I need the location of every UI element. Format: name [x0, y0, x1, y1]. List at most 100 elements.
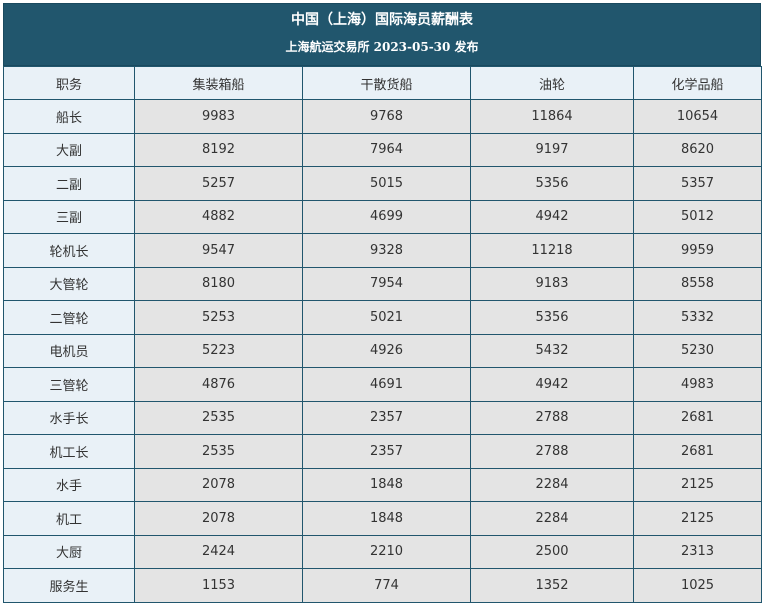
salary-cell: 1153 [134, 568, 303, 603]
salary-cell: 4699 [302, 199, 471, 234]
table-row: 二副 5257 5015 5356 5357 [3, 166, 762, 201]
salary-cell: 2357 [302, 434, 471, 469]
salary-cell: 1025 [633, 568, 762, 603]
salary-cell: 9547 [134, 233, 303, 268]
salary-cell: 10654 [633, 99, 762, 134]
salary-cell: 5356 [470, 300, 634, 335]
salary-cell: 7964 [302, 132, 471, 167]
salary-cell: 2210 [302, 534, 471, 569]
salary-cell: 11218 [470, 233, 634, 268]
column-header-role: 职务 [3, 66, 135, 100]
salary-cell: 11864 [470, 99, 634, 134]
role-cell: 船长 [3, 99, 135, 134]
salary-cell: 2125 [633, 467, 762, 502]
salary-cell: 2788 [470, 400, 634, 435]
salary-cell: 2078 [134, 467, 303, 502]
salary-cell: 9183 [470, 266, 634, 301]
salary-cell: 5021 [302, 300, 471, 335]
salary-cell: 5432 [470, 333, 634, 368]
salary-cell: 1848 [302, 501, 471, 536]
table-row: 大副 8192 7964 9197 8620 [3, 132, 762, 167]
table-row: 电机员 5223 4926 5432 5230 [3, 333, 762, 368]
role-cell: 机工 [3, 501, 135, 536]
table-row: 船长 9983 9768 11864 10654 [3, 99, 762, 134]
salary-cell: 5012 [633, 199, 762, 234]
salary-cell: 774 [302, 568, 471, 603]
salary-cell: 5253 [134, 300, 303, 335]
salary-cell: 5015 [302, 166, 471, 201]
salary-cell: 2357 [302, 400, 471, 435]
role-cell: 轮机长 [3, 233, 135, 268]
role-cell: 机工长 [3, 434, 135, 469]
role-cell: 大管轮 [3, 266, 135, 301]
salary-cell: 9959 [633, 233, 762, 268]
role-cell: 电机员 [3, 333, 135, 368]
salary-cell: 4942 [470, 199, 634, 234]
role-cell: 服务生 [3, 568, 135, 603]
role-cell: 大副 [3, 132, 135, 167]
column-header-chemical-tanker: 化学品船 [633, 66, 762, 100]
salary-cell: 2535 [134, 434, 303, 469]
salary-cell: 2284 [470, 501, 634, 536]
salary-cell: 1352 [470, 568, 634, 603]
table-row: 二管轮 5253 5021 5356 5332 [3, 300, 762, 335]
salary-cell: 2681 [633, 400, 762, 435]
salary-cell: 8620 [633, 132, 762, 167]
column-header-bulk-carrier: 干散货船 [302, 66, 471, 100]
role-cell: 水手 [3, 467, 135, 502]
salary-cell: 4926 [302, 333, 471, 368]
column-header-container-ship: 集装箱船 [134, 66, 303, 100]
role-cell: 三副 [3, 199, 135, 234]
table-title: 中国（上海）国际海员薪酬表 [291, 12, 473, 28]
role-cell: 三管轮 [3, 367, 135, 402]
salary-cell: 2284 [470, 467, 634, 502]
salary-cell: 4942 [470, 367, 634, 402]
salary-table: 职务 集装箱船 干散货船 油轮 化学品船 船长 9983 9768 11864 1065… [3, 66, 762, 603]
salary-cell: 2078 [134, 501, 303, 536]
role-cell: 大厨 [3, 534, 135, 569]
salary-cell: 8192 [134, 132, 303, 167]
salary-cell: 8180 [134, 266, 303, 301]
salary-cell: 9197 [470, 132, 634, 167]
salary-cell: 5357 [633, 166, 762, 201]
table-row: 三副 4882 4699 4942 5012 [3, 199, 762, 234]
salary-cell: 1848 [302, 467, 471, 502]
salary-cell: 9768 [302, 99, 471, 134]
salary-cell: 2500 [470, 534, 634, 569]
salary-cell: 7954 [302, 266, 471, 301]
table-row: 水手 2078 1848 2284 2125 [3, 467, 762, 502]
role-cell: 二管轮 [3, 300, 135, 335]
salary-cell: 8558 [633, 266, 762, 301]
header-row: 职务 集装箱船 干散货船 油轮 化学品船 [3, 66, 762, 100]
salary-cell: 5230 [633, 333, 762, 368]
table-subtitle: 上海航运交易所 2023-05-30 发布 [285, 40, 479, 54]
salary-cell: 4983 [633, 367, 762, 402]
table-row: 服务生 1153 774 1352 1025 [3, 568, 762, 603]
table-row: 大管轮 8180 7954 9183 8558 [3, 266, 762, 301]
salary-cell: 2424 [134, 534, 303, 569]
salary-cell: 9328 [302, 233, 471, 268]
salary-cell: 5223 [134, 333, 303, 368]
salary-table-container: 中国（上海）国际海员薪酬表 上海航运交易所 2023-05-30 发布 职务 集… [3, 3, 762, 603]
salary-cell: 2125 [633, 501, 762, 536]
table-row: 机工 2078 1848 2284 2125 [3, 501, 762, 536]
table-row: 大厨 2424 2210 2500 2313 [3, 534, 762, 569]
salary-cell: 5257 [134, 166, 303, 201]
table-row: 机工长 2535 2357 2788 2681 [3, 434, 762, 469]
role-cell: 二副 [3, 166, 135, 201]
salary-cell: 5356 [470, 166, 634, 201]
table-row: 轮机长 9547 9328 11218 9959 [3, 233, 762, 268]
salary-cell: 2535 [134, 400, 303, 435]
salary-cell: 4882 [134, 199, 303, 234]
table-row: 三管轮 4876 4691 4942 4983 [3, 367, 762, 402]
salary-cell: 2313 [633, 534, 762, 569]
salary-cell: 2681 [633, 434, 762, 469]
salary-cell: 4691 [302, 367, 471, 402]
salary-cell: 5332 [633, 300, 762, 335]
salary-cell: 2788 [470, 434, 634, 469]
table-row: 水手长 2535 2357 2788 2681 [3, 400, 762, 435]
role-cell: 水手长 [3, 400, 135, 435]
table-header-banner: 中国（上海）国际海员薪酬表 上海航运交易所 2023-05-30 发布 [3, 3, 761, 66]
salary-cell: 9983 [134, 99, 303, 134]
table-body: 船长 9983 9768 11864 10654 大副 8192 7964 9197 8620 二副… [3, 99, 762, 603]
